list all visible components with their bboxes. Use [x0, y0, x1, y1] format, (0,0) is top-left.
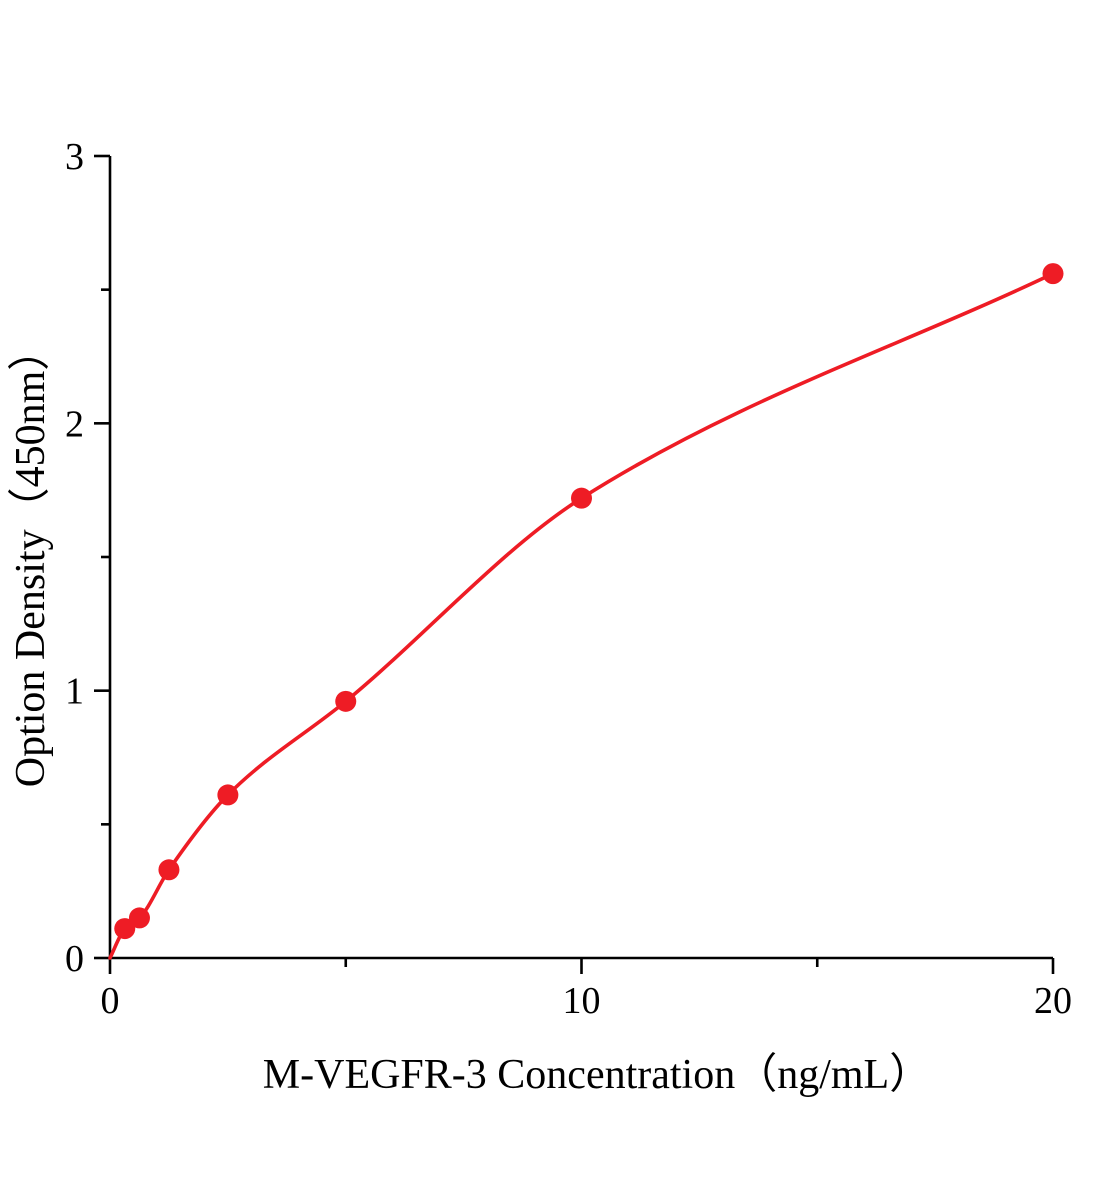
- axes-layer: [94, 154, 1055, 974]
- x-tick-label: 20: [1034, 980, 1072, 1022]
- data-point: [335, 690, 357, 712]
- fit-curve: [108, 271, 1055, 960]
- y-tick-label: 1: [65, 671, 84, 713]
- data-point: [1042, 263, 1064, 285]
- data-point: [571, 487, 592, 509]
- tick-label-layer: 0 10 20 0 1 2 3: [65, 136, 1072, 1022]
- x-tick-label: 0: [101, 980, 120, 1022]
- y-tick-label: 0: [65, 938, 84, 980]
- y-tick-label: 3: [65, 136, 84, 178]
- data-point: [114, 918, 136, 940]
- x-axis-title: M-VEGFR-3 Concentration（ng/mL）: [263, 1052, 931, 1098]
- plot-layer: [108, 263, 1064, 960]
- y-axis-title: Option Density（450nm）: [8, 329, 54, 788]
- data-point: [128, 907, 150, 929]
- data-point: [217, 784, 239, 806]
- x-tick-label: 10: [563, 980, 601, 1022]
- y-tick-label: 2: [65, 403, 84, 445]
- data-point: [158, 859, 180, 881]
